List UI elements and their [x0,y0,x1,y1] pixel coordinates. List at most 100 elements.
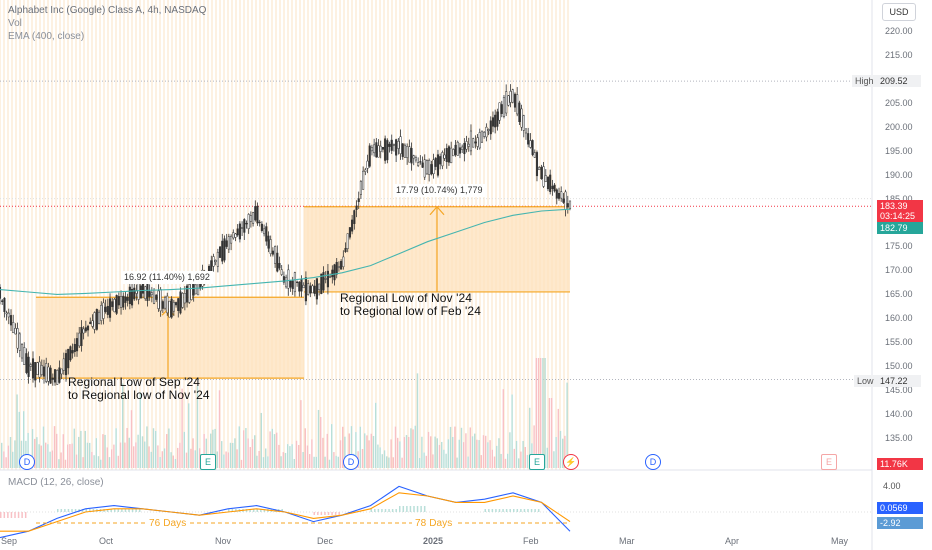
candle-body [322,272,325,291]
macd-hist [320,512,323,515]
macd-hist [260,509,262,512]
candle-body [494,114,497,128]
macd-hist [534,509,536,512]
earnings-icon[interactable]: E [529,454,545,470]
price-tick: 160.00 [885,313,913,324]
volume-bar [359,426,361,468]
volume-bar [485,435,487,468]
candle-body [157,290,160,309]
time-tick: Feb [523,536,539,546]
candle-body [364,169,367,172]
volume-bar [183,431,185,468]
volume-bar [58,459,60,468]
candle-body [247,214,250,230]
candle-body [337,266,340,268]
candle-body [392,144,395,146]
candle-body [12,322,15,334]
macd-hist [416,506,419,512]
candle-body [91,320,94,327]
volume-bar [430,436,432,468]
candle-body [122,295,125,308]
candle-body [518,102,521,122]
candle-body [395,139,398,156]
volume-bar [97,456,100,468]
volume-bar [91,451,93,468]
macd-hist [377,509,380,512]
candle-body [331,269,334,278]
volume-bar [95,438,97,468]
candle-body [381,146,384,150]
volume-bar [401,457,403,468]
candle-body [227,236,230,250]
candle-body [153,289,156,304]
candle-body [175,302,178,306]
candle-body [58,367,61,383]
candle-body [346,233,349,249]
candle-body [463,142,466,155]
candle-body [234,233,237,238]
volume-bar [45,442,47,468]
price-tick: 140.00 [885,409,913,420]
volume-bar [12,451,14,468]
macd-hist [67,509,70,512]
volume-bar [203,433,205,468]
macd-hist [381,509,383,512]
volume-bar [432,454,434,468]
earnings-icon[interactable]: E [200,454,216,470]
macd-hist [110,509,112,512]
volume-bar [113,444,115,468]
candle-body [568,200,572,209]
volume-bar [71,443,73,468]
volume-bar [199,448,201,468]
macd-hist [495,509,497,512]
macd-hist [128,509,130,512]
macd-hist [249,509,251,512]
candle-body [357,198,360,203]
macd-hist [0,512,2,518]
volume-bar [370,433,372,468]
earnings-icon[interactable]: E [821,454,837,470]
macd-hist [502,509,504,512]
volume-bar [16,394,18,468]
macd-hist [409,506,412,512]
candle-body [183,293,186,304]
high-label: High [852,75,877,87]
candle-body [388,143,391,147]
candle-body [289,280,292,288]
candle-body [546,176,550,190]
volume-bar [502,389,504,468]
candle-body [51,377,54,380]
candle-body [461,146,464,150]
candle-body [97,311,101,325]
range2-caption-line1: Regional Low of Nov '24 [340,291,473,305]
candle-body [219,246,222,258]
candle-body [445,148,448,162]
candle-body [144,286,147,300]
split-icon[interactable]: ⚡ [563,454,579,470]
candle-body [115,295,118,314]
volume-bar [478,440,480,468]
macd-hist [245,509,248,512]
candle-body [549,174,552,192]
volume-bar [267,456,269,468]
volume-bar [320,416,322,468]
volume-bar [188,403,190,468]
dividend-icon[interactable]: D [645,454,661,470]
volume-bar [287,444,289,468]
candle-body [355,205,358,210]
currency-button[interactable]: USD [882,3,916,21]
candle-body [89,321,92,324]
volume-bar [487,442,489,468]
volume-bar [75,454,78,468]
volume-bar [344,436,346,468]
volume-bar [311,439,313,468]
volume-bar [192,438,194,468]
dividend-icon[interactable]: D [343,454,359,470]
chart-title: Alphabet Inc (Google) Class A, 4h, NASDA… [8,5,207,16]
macd-hist [331,512,333,515]
volume-bar [51,450,53,468]
dividend-icon[interactable]: D [19,454,35,470]
candle-body [403,144,406,158]
volume-bar [553,451,555,468]
